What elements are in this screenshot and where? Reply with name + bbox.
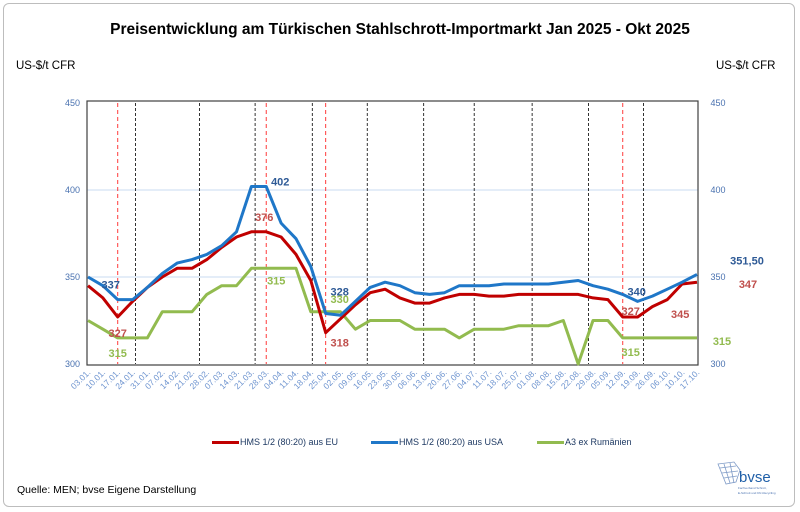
legend-swatch-eu: [212, 440, 239, 444]
data-label: 328: [330, 287, 348, 299]
y-tick-label-right: 350: [710, 272, 725, 282]
legend-item-usa: HMS 1/2 (80:20) aus USA: [371, 437, 503, 447]
data-label: 315: [109, 348, 127, 360]
data-label: 315: [713, 336, 731, 348]
data-label: 318: [330, 338, 348, 350]
chart-frame: [3, 3, 795, 507]
y-tick-label-left: 300: [65, 359, 80, 369]
legend-swatch-usa: [371, 440, 398, 444]
legend-item-eu: HMS 1/2 (80:20) aus EU: [212, 437, 338, 447]
data-label: 330: [330, 294, 348, 306]
series-line-eu: [87, 230, 698, 335]
chart-title: Preisentwicklung am Türkischen Stahlschr…: [110, 21, 690, 38]
data-label: 327: [109, 328, 127, 340]
plot-area-border: [86, 100, 699, 366]
data-label: 315: [267, 275, 285, 287]
source-note: Quelle: MEN; bvse Eigene Darstellung: [17, 484, 197, 496]
series-line-a3: [87, 266, 697, 366]
y-tick-label-right: 400: [710, 185, 725, 195]
legend-label-eu: HMS 1/2 (80:20) aus EU: [240, 437, 339, 447]
data-label: 402: [271, 177, 289, 189]
y-tick-label-left: 350: [65, 272, 80, 282]
series-line-usa: [87, 185, 698, 317]
y-tick-label-left: 400: [65, 185, 80, 195]
y-axis-label-left: US-$/t CFR: [16, 60, 76, 72]
data-label: 337: [102, 280, 120, 292]
data-label: 351,50: [730, 255, 764, 267]
y-tick-label-right: 300: [710, 359, 725, 369]
y-tick-label-left: 450: [65, 98, 80, 108]
data-label: 347: [739, 279, 757, 291]
legend-label-usa: HMS 1/2 (80:20) aus USA: [399, 437, 504, 447]
y-tick-label-right: 450: [710, 98, 725, 108]
svg-text:Fachverband Schrott,: Fachverband Schrott,: [738, 486, 767, 490]
svg-text:bvse: bvse: [739, 469, 771, 486]
data-label: 345: [671, 309, 689, 321]
data-label: 315: [622, 347, 640, 359]
svg-text:E-Schrott und Kfz-Recycling: E-Schrott und Kfz-Recycling: [738, 491, 776, 495]
legend-label-a3: A3 ex Rumänien: [565, 437, 632, 447]
data-label: 327: [622, 306, 640, 318]
bvse-logo: bvse Fachverband Schrott, E-Schrott und …: [712, 458, 782, 498]
data-label: 376: [255, 212, 273, 224]
data-label: 340: [628, 286, 646, 298]
legend-swatch-a3: [537, 440, 564, 444]
legend-item-a3: A3 ex Rumänien: [537, 437, 632, 447]
y-axis-label-right: US-$/t CFR: [716, 60, 776, 72]
